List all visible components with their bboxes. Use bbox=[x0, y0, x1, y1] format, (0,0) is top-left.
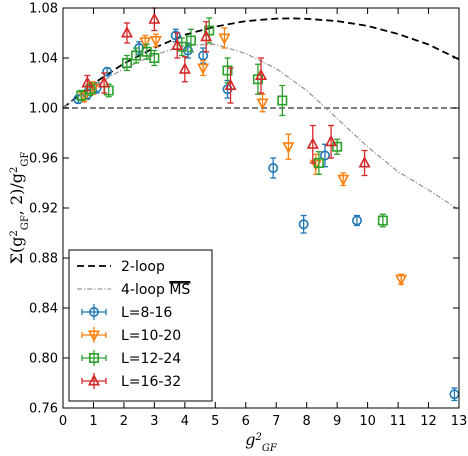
data-point bbox=[298, 219, 309, 230]
legend-label: L=12-24 bbox=[121, 351, 181, 367]
x-tick-label: 10 bbox=[359, 414, 376, 429]
y-tick-label: 1.04 bbox=[29, 52, 58, 67]
y-tick-label: 0.96 bbox=[29, 152, 58, 167]
y-tick-label: 0.76 bbox=[29, 402, 58, 417]
data-point bbox=[171, 38, 184, 51]
axis-ticks bbox=[62, 7, 460, 409]
data-point bbox=[377, 215, 388, 226]
legend-marker bbox=[87, 330, 101, 342]
series-l-16-32 bbox=[81, 7, 371, 177]
data-point bbox=[337, 174, 350, 187]
x-tick-label: 8 bbox=[303, 414, 311, 429]
data-point bbox=[309, 159, 322, 172]
legend-label: 2-loop bbox=[121, 259, 165, 275]
y-tick-labels: 0.76 0.80 0.84 0.88 0.92 0.96 1.00 1.04 1.08 bbox=[29, 2, 58, 417]
data-point bbox=[395, 274, 408, 287]
data-point bbox=[277, 95, 288, 106]
curve-two-loop bbox=[63, 17, 459, 109]
series-l-10-20 bbox=[78, 27, 408, 287]
x-tick-label: 13 bbox=[451, 414, 468, 429]
legend-box bbox=[68, 249, 213, 402]
y-tick-label: 1.08 bbox=[29, 2, 58, 17]
x-axis-label-text: g2GF bbox=[245, 430, 278, 454]
legend-marker bbox=[89, 306, 100, 317]
x-tick-label: 9 bbox=[333, 414, 341, 429]
x-tick-label: 3 bbox=[150, 414, 158, 429]
data-point bbox=[120, 26, 133, 38]
x-tick-label: 6 bbox=[242, 414, 250, 429]
data-point bbox=[224, 78, 237, 90]
data-point bbox=[254, 68, 268, 80]
data-point bbox=[198, 50, 209, 61]
data-point bbox=[131, 50, 142, 61]
data-point bbox=[332, 141, 343, 152]
legend-label: L=8-16 bbox=[121, 305, 172, 321]
data-point bbox=[351, 215, 362, 226]
data-point bbox=[76, 90, 87, 101]
data-point bbox=[81, 76, 94, 88]
data-point bbox=[78, 92, 91, 104]
data-point bbox=[185, 35, 196, 46]
data-point bbox=[319, 150, 330, 161]
x-tick-label: 2 bbox=[120, 414, 128, 429]
y-tick-label: 0.92 bbox=[29, 202, 58, 217]
data-point bbox=[170, 30, 181, 41]
data-point bbox=[282, 142, 295, 154]
legend: 2-loop 4-loop MS L=8-16 L=10-20 L=12-24 L=16-… bbox=[68, 249, 213, 402]
legend-label: L=16-32 bbox=[121, 374, 181, 390]
data-point bbox=[98, 76, 111, 88]
x-tick-label: 4 bbox=[181, 414, 189, 429]
y-tick-label: 0.80 bbox=[29, 352, 58, 367]
data-point bbox=[200, 29, 213, 42]
data-point bbox=[325, 134, 338, 147]
y-tick-label: 1.00 bbox=[29, 102, 58, 117]
data-point bbox=[141, 46, 152, 57]
x-tick-label: 7 bbox=[272, 414, 280, 429]
x-tick-label: 12 bbox=[420, 414, 437, 429]
data-point bbox=[148, 12, 161, 24]
x-axis-label: g2GF bbox=[245, 430, 278, 454]
legend-marker bbox=[89, 352, 100, 363]
y-axis-label: Σ(g2GF, 2)/g2GF bbox=[7, 152, 31, 265]
legend-marker bbox=[87, 374, 101, 386]
y-tick-label: 0.88 bbox=[29, 252, 58, 267]
x-tick-label: 1 bbox=[89, 414, 97, 429]
data-point bbox=[139, 37, 152, 49]
data-point bbox=[197, 63, 210, 75]
data-point bbox=[149, 35, 162, 48]
data-point bbox=[178, 62, 191, 74]
data-point bbox=[218, 33, 231, 45]
data-point bbox=[268, 163, 279, 174]
data-series bbox=[73, 7, 460, 402]
data-point bbox=[149, 52, 160, 63]
data-point bbox=[256, 98, 269, 110]
x-tick-label: 0 bbox=[59, 414, 67, 429]
x-tick-labels: 0 1 2 3 4 5 6 7 8 9 10 11 12 13 bbox=[59, 414, 467, 429]
y-tick-label: 0.84 bbox=[29, 302, 58, 317]
data-point bbox=[222, 65, 233, 76]
x-tick-label: 5 bbox=[211, 414, 219, 429]
x-tick-label: 11 bbox=[390, 414, 407, 429]
y-axis-label-text: Σ(g2GF, 2)/g2GF bbox=[7, 152, 31, 265]
legend-label: 4-loop MS bbox=[121, 282, 190, 298]
data-point bbox=[204, 25, 215, 36]
data-point bbox=[121, 57, 132, 68]
data-point bbox=[102, 66, 113, 77]
legend-label: L=10-20 bbox=[121, 328, 181, 344]
data-point bbox=[358, 156, 371, 168]
data-point bbox=[306, 137, 319, 149]
